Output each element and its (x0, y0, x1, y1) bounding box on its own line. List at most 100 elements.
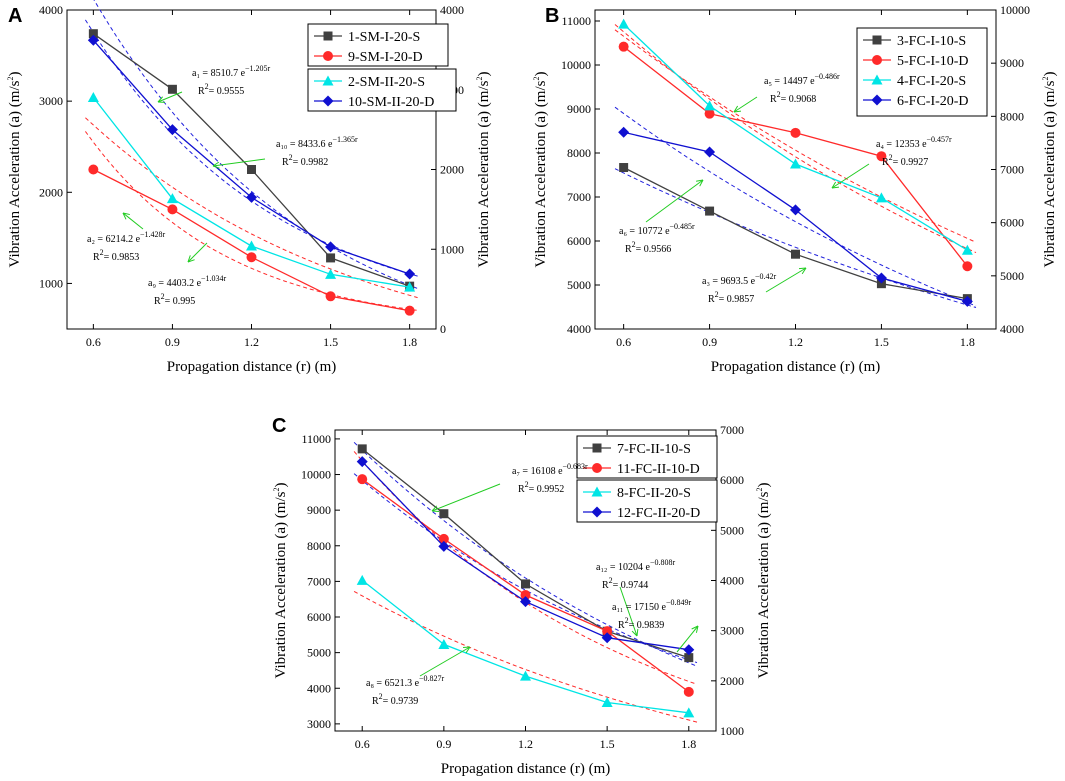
fit-r2-prefix: R (518, 484, 525, 495)
y-axis-label-right-close: ) (756, 483, 772, 488)
legend-marker (871, 74, 883, 85)
fit-equation-exponent: −0.683r (563, 462, 589, 471)
legend-label: 10-SM-II-20-D (348, 95, 434, 110)
fit-r2: R2= 0.9853 (93, 248, 139, 263)
y-tick-label-left: 5000 (567, 278, 591, 292)
fit-r2: R2= 0.9927 (882, 153, 928, 168)
data-point (325, 241, 337, 253)
legend-marker (591, 506, 603, 518)
y-tick-label-right: 6000 (720, 473, 744, 487)
fit-r2-prefix: R (618, 620, 625, 631)
annotation-arrow (419, 646, 471, 677)
annotation-arrowhead (801, 267, 807, 275)
fit-equation-text: a₁₁ = 17150 e (612, 602, 667, 613)
fit-r2-prefix: R (282, 157, 289, 168)
fit-equation: a₇ = 16108 e−0.683r (512, 462, 588, 477)
y-tick-label-left: 5000 (307, 646, 331, 660)
data-point (601, 697, 613, 708)
annotation-arrowhead (733, 110, 742, 113)
fit-r2-prefix: R (372, 696, 379, 707)
annotation-arrow (831, 163, 870, 189)
legend-label: 5-FC-I-10-D (897, 54, 969, 69)
fit-r2-exp: 2 (609, 576, 613, 585)
x-tick-label: 1.2 (788, 335, 803, 349)
data-point (357, 474, 368, 485)
y-tick-label-left: 10000 (301, 468, 331, 482)
y-tick-label-left: 7000 (567, 190, 591, 204)
annotation-arrowhead (187, 259, 195, 263)
data-point (520, 670, 531, 681)
legend-marker (323, 31, 333, 41)
fit-r2-exp: 2 (632, 240, 636, 249)
data-point (166, 124, 178, 136)
fit-equation: a₁ = 8510.7 e−1.205r (192, 64, 271, 79)
data-point (790, 127, 801, 138)
fit-equation: a₄ = 12353 e−0.457r (876, 135, 952, 150)
fit-r2-exp: 2 (161, 292, 165, 301)
data-point (602, 626, 613, 637)
legend-marker (872, 55, 882, 65)
fit-equation-text: a₂ = 6214.2 e (87, 234, 141, 245)
y-axis-label-right-exp: 2 (1041, 77, 1050, 81)
y-tick-label-right: 4000 (1000, 322, 1024, 336)
y-tick-label-left: 4000 (307, 681, 331, 695)
annotation-arrowhead (122, 212, 127, 220)
y-tick-label-right: 9000 (1000, 56, 1024, 70)
fit-equation-exponent: −1.428r (140, 230, 166, 239)
data-point (875, 192, 887, 203)
y-axis-label-right: Vibration Acceleration (a) (m/s2) (475, 72, 492, 268)
y-tick-label-right: 5000 (1000, 269, 1024, 283)
x-tick-label: 0.9 (436, 737, 451, 751)
fit-r2: R2= 0.9068 (770, 90, 816, 105)
data-point (704, 108, 715, 119)
x-tick-label: 0.6 (86, 335, 101, 349)
data-point (326, 253, 336, 263)
y-tick-label-right: 5000 (720, 523, 744, 537)
data-point (520, 596, 531, 608)
y-axis-label-right: Vibration Acceleration (a) (m/s2) (755, 483, 772, 679)
data-point (167, 204, 178, 215)
fit-r2-exp: 2 (525, 480, 529, 489)
x-tick-label: 1.5 (874, 335, 889, 349)
annotation-arrowhead (798, 267, 807, 270)
fit-r2: R2= 0.995 (154, 292, 195, 307)
y-axis-label-left-close: ) (273, 483, 289, 488)
x-axis-label: Propagation distance (r) (m) (441, 761, 611, 777)
annotation-arrowhead (691, 625, 699, 630)
fit-equation-text: a₇ = 16108 e (512, 466, 563, 477)
x-tick-label: 0.6 (355, 737, 370, 751)
x-tick-label: 1.5 (323, 335, 338, 349)
data-point (520, 590, 531, 601)
data-point (618, 18, 630, 29)
data-point (961, 295, 973, 307)
fit-r2: R2= 0.9739 (372, 692, 418, 707)
data-point (246, 252, 257, 263)
annotation-arrowhead (212, 161, 220, 167)
legend-label: 6-FC-I-20-D (897, 94, 969, 109)
fit-curve (93, 0, 418, 289)
y-tick-label-left: 2000 (39, 185, 63, 199)
annotation-arrowhead (699, 179, 704, 187)
y-tick-label-left: 3000 (39, 94, 63, 108)
series-line (93, 168, 410, 312)
fit-equation-exponent: −0.808r (650, 558, 676, 567)
y-tick-label-right: 6000 (1000, 216, 1024, 230)
data-point (962, 261, 973, 272)
fit-r2-value: = 0.9068 (781, 94, 817, 105)
annotation-arrowhead (431, 505, 438, 512)
fit-curve (84, 131, 418, 311)
x-tick-label: 0.6 (616, 335, 631, 349)
data-point (88, 29, 98, 39)
fit-r2-exp: 2 (625, 616, 629, 625)
annotation-arrowhead (831, 181, 837, 189)
data-point (790, 158, 801, 169)
fit-equation: a₈ = 6521.3 e−0.827r (366, 674, 445, 689)
annotation-arrow (733, 96, 758, 113)
y-tick-label-right: 7000 (720, 423, 744, 437)
data-point (356, 574, 368, 585)
fit-r2-exp: 2 (889, 153, 893, 162)
annotation-arrowhead (431, 510, 440, 513)
x-axis-label: Propagation distance (r) (m) (167, 359, 337, 375)
chart-panel-b: B 0.6 0.9 1.2 1.5 1.8 4000 5000 6000 7000 8000 9000… (532, 3, 1058, 375)
data-point (438, 533, 449, 544)
